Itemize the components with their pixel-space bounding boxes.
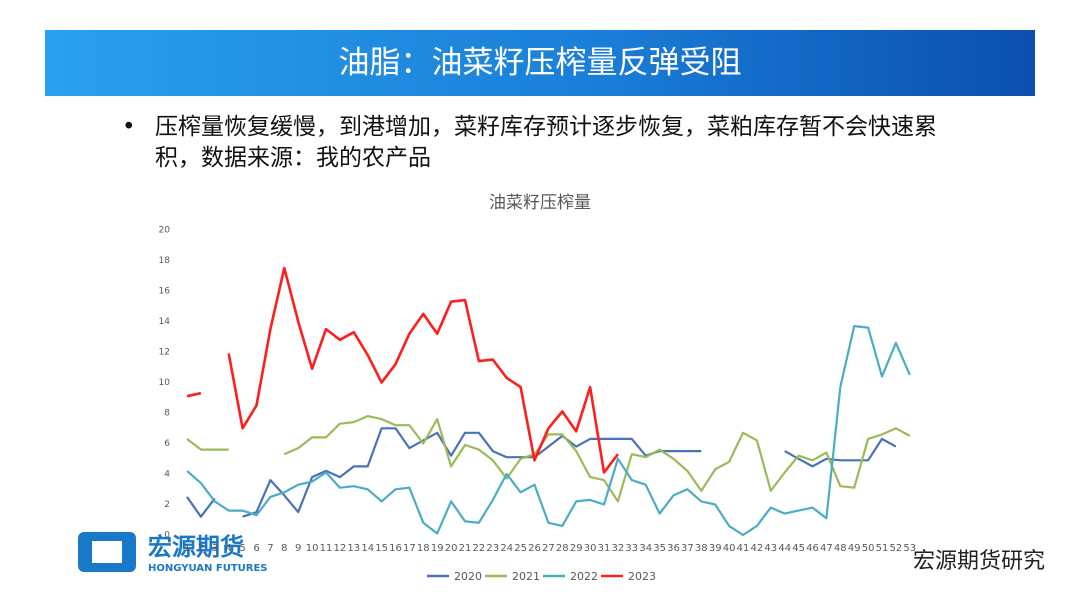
x-tick-label: 18 bbox=[417, 543, 430, 554]
x-tick-label: 46 bbox=[806, 543, 819, 554]
x-tick-label: 29 bbox=[570, 543, 583, 554]
x-tick-label: 9 bbox=[295, 543, 301, 554]
x-tick-label: 37 bbox=[681, 543, 694, 554]
x-tick-label: 4 bbox=[226, 543, 232, 554]
x-tick-label: 35 bbox=[653, 543, 666, 554]
x-tick-label: 7 bbox=[267, 543, 273, 554]
logo-icon-inner bbox=[92, 541, 122, 563]
x-tick-label: 25 bbox=[514, 543, 527, 554]
x-tick-label: 50 bbox=[862, 543, 875, 554]
x-tick-label: 11 bbox=[320, 543, 333, 554]
x-tick-label: 42 bbox=[751, 543, 764, 554]
y-tick-label: 12 bbox=[159, 348, 170, 358]
x-tick-label: 48 bbox=[834, 543, 847, 554]
x-tick-label: 12 bbox=[334, 543, 347, 554]
y-tick-label: 2 bbox=[164, 500, 170, 510]
x-tick-label: 49 bbox=[848, 543, 861, 554]
x-tick-label: 28 bbox=[556, 543, 569, 554]
x-tick-label: 21 bbox=[459, 543, 472, 554]
x-tick-label: 33 bbox=[625, 543, 638, 554]
legend-label: 2021 bbox=[512, 570, 540, 583]
x-tick-label: 13 bbox=[347, 543, 360, 554]
x-tick-label: 19 bbox=[431, 543, 444, 554]
series-line bbox=[186, 427, 897, 518]
legend-label: 2020 bbox=[454, 570, 482, 583]
x-tick-label: 17 bbox=[403, 543, 416, 554]
x-tick-label: 27 bbox=[542, 543, 555, 554]
logo-name: 宏源期货 bbox=[148, 533, 244, 561]
x-tick-label: 20 bbox=[445, 543, 458, 554]
series-line bbox=[186, 266, 619, 474]
slide-title: 油脂：油菜籽压榨量反弹受阻 bbox=[338, 45, 742, 81]
x-tick-label: 44 bbox=[778, 543, 791, 554]
y-tick-label: 14 bbox=[159, 317, 171, 327]
y-tick-label: 10 bbox=[159, 378, 171, 388]
x-tick-label: 38 bbox=[695, 543, 708, 554]
bullet-dot: • bbox=[122, 114, 136, 140]
legend-label: 2023 bbox=[628, 570, 656, 583]
x-tick-label: 43 bbox=[764, 543, 777, 554]
x-tick-label: 24 bbox=[500, 543, 513, 554]
logo: 宏源期货 HONGYUAN FUTURES bbox=[78, 532, 268, 574]
x-tick-label: 30 bbox=[584, 543, 597, 554]
chart-title: 油菜籽压榨量 bbox=[489, 193, 591, 213]
x-tick-label: 22 bbox=[473, 543, 486, 554]
x-tick-label: 26 bbox=[528, 543, 541, 554]
x-tick-label: 23 bbox=[486, 543, 499, 554]
x-tick-label: 14 bbox=[361, 543, 374, 554]
logo-sub: HONGYUAN FUTURES bbox=[148, 563, 268, 574]
legend-label: 2022 bbox=[570, 570, 598, 583]
x-tick-label: 41 bbox=[737, 543, 750, 554]
x-tick-label: 5 bbox=[239, 543, 245, 554]
x-tick-label: 10 bbox=[306, 543, 319, 554]
x-tick-label: 53 bbox=[903, 543, 916, 554]
x-tick-label: 32 bbox=[612, 543, 625, 554]
y-tick-label: 18 bbox=[159, 256, 171, 266]
y-tick-label: 4 bbox=[164, 470, 170, 480]
x-tick-label: 47 bbox=[820, 543, 833, 554]
legend: 2020 2021 2022 2023 bbox=[427, 570, 656, 583]
y-tick-label: 6 bbox=[164, 439, 170, 449]
x-tick-label: 15 bbox=[375, 543, 388, 554]
x-tick-label: 16 bbox=[389, 543, 402, 554]
x-tick-label: 6 bbox=[253, 543, 259, 554]
x-tick-label: 2 bbox=[198, 543, 204, 554]
x-tick-label: 36 bbox=[667, 543, 680, 554]
y-tick-label: 8 bbox=[164, 409, 170, 419]
x-tick-label: 51 bbox=[876, 543, 889, 554]
x-tick-label: 3 bbox=[212, 543, 218, 554]
x-tick-label: 31 bbox=[598, 543, 611, 554]
x-tick-label: 52 bbox=[890, 543, 903, 554]
series-line bbox=[186, 325, 911, 537]
title-banner: 油脂：油菜籽压榨量反弹受阻 bbox=[45, 30, 1035, 96]
y-tick-label: 16 bbox=[159, 287, 171, 297]
series-line bbox=[186, 415, 911, 503]
wechat-account: 宏源期货研究 bbox=[913, 549, 1045, 574]
x-tick-label: 8 bbox=[281, 543, 287, 554]
x-tick-label: 40 bbox=[723, 543, 736, 554]
y-tick-label: 20 bbox=[159, 226, 171, 236]
x-tick-label: 45 bbox=[792, 543, 805, 554]
x-tick-label: 34 bbox=[639, 543, 652, 554]
bullet-text: 压榨量恢复缓慢，到港增加，菜籽库存预计逐步恢复，菜粕库存暂不会快速累积，数据来源… bbox=[155, 114, 937, 171]
x-tick-label: 39 bbox=[709, 543, 722, 554]
y-tick-label: 0 bbox=[164, 531, 170, 541]
x-tick-label: 1 bbox=[184, 543, 190, 554]
